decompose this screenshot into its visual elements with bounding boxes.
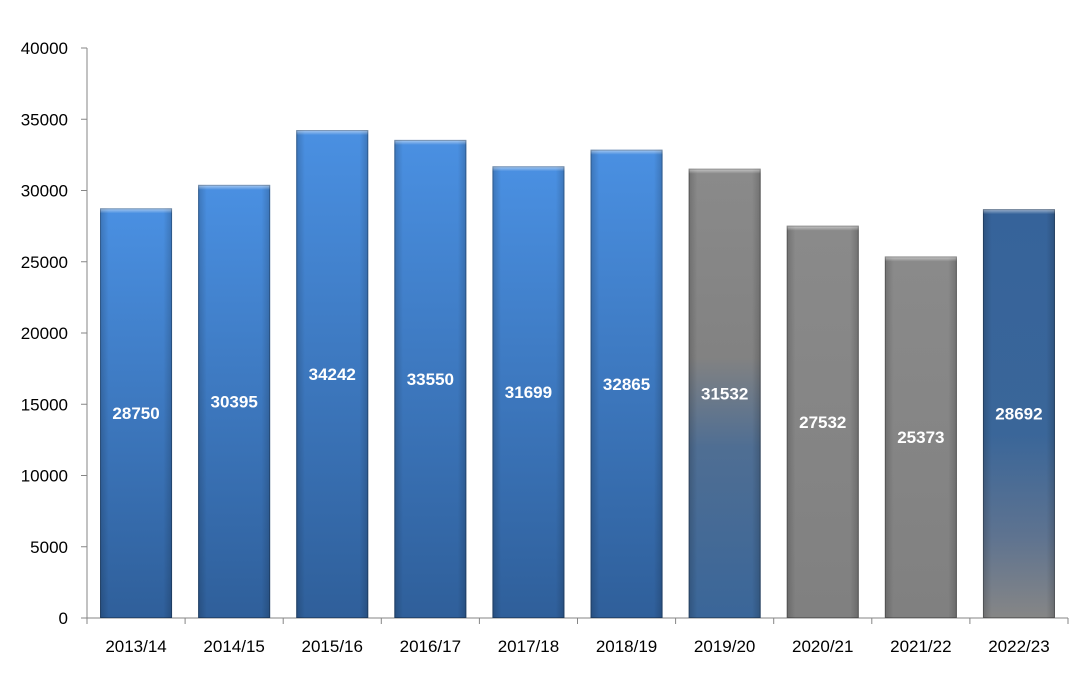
x-tick-label: 2013/14 [105,637,166,656]
y-tick-label: 30000 [21,182,68,201]
bar-2020-21 [786,225,859,618]
bar-value-label: 30395 [211,392,258,411]
bars [100,130,1055,619]
bar-outline [982,209,1055,618]
bar-top-highlight [688,168,761,174]
bar-outline [198,184,271,618]
bar-edge-shade [884,256,957,618]
bar-outline [590,149,663,619]
bar-value-label: 32865 [603,375,650,394]
labels: 28750 2013/14 30395 2014/15 34242 2015/16 3355… [105,365,1049,656]
x-tick-label: 2019/20 [694,637,755,656]
y-tick-label: 0 [59,609,68,628]
y-tick-label: 15000 [21,395,68,414]
bar-top-highlight [198,184,271,190]
bar-2021-22 [884,256,957,618]
x-tick-label: 2022/23 [988,637,1049,656]
bar-2015-16 [296,130,369,618]
bar-value-label: 31699 [505,383,552,402]
bar-top-highlight [786,225,859,231]
bar-edge-shade [786,225,859,618]
x-tick-label: 2014/15 [203,637,264,656]
x-tick-label: 2021/22 [890,637,951,656]
bar-2017-18 [492,166,565,618]
bar-outline [884,256,957,618]
bar-value-label: 31532 [701,384,748,403]
bar-outline [394,139,467,618]
x-tick-label: 2016/17 [400,637,461,656]
bar-outline [492,166,565,618]
bar-2013-14 [100,208,173,618]
axes: 0 5000 10000 15000 20000 25000 30000 35000 40000 [21,39,1069,628]
bar-edge-shade [394,139,467,618]
bar-value-label: 28750 [112,404,159,423]
x-tick-label: 2017/18 [498,637,559,656]
bar-outline [296,130,369,618]
bar-value-label: 34242 [309,365,356,384]
bar-edge-shade [296,130,369,618]
bar-edge-shade [100,208,173,618]
bar-outline [688,168,761,618]
bar-value-label: 27532 [799,413,846,432]
bar-edge-shade [492,166,565,618]
x-tick-label: 2015/16 [302,637,363,656]
y-tick-label: 5000 [30,538,68,557]
bar-top-highlight [492,166,565,172]
bar-edge-shade [688,168,761,618]
bar-2016-17 [394,139,467,618]
bar-edge-shade [590,149,663,618]
y-tick-label: 35000 [21,110,68,129]
bar-value-label: 33550 [407,370,454,389]
bar-2018-19 [590,149,663,619]
bar-edge-shade [198,184,271,618]
bar-top-highlight [296,130,369,136]
bar-2022-23 [982,209,1055,619]
bar-2014-15 [198,184,271,618]
bar-value-label: 28692 [995,405,1042,424]
bar-outline [786,225,859,618]
y-tick-label: 10000 [21,467,68,486]
bar-top-highlight [590,149,663,155]
x-tick-label: 2018/19 [596,637,657,656]
y-tick-label: 20000 [21,324,68,343]
bar-top-highlight [394,139,467,145]
x-tick-label: 2020/21 [792,637,853,656]
bar-edge-shade [982,209,1055,619]
bar-outline [100,208,173,618]
y-tick-label: 40000 [21,39,68,58]
bar-top-highlight [982,209,1055,215]
bar-top-highlight [100,208,173,214]
y-tick-label: 25000 [21,253,68,272]
bar-2019-20 [688,168,761,618]
bar-value-label: 25373 [897,428,944,447]
bar-top-highlight [884,256,957,262]
